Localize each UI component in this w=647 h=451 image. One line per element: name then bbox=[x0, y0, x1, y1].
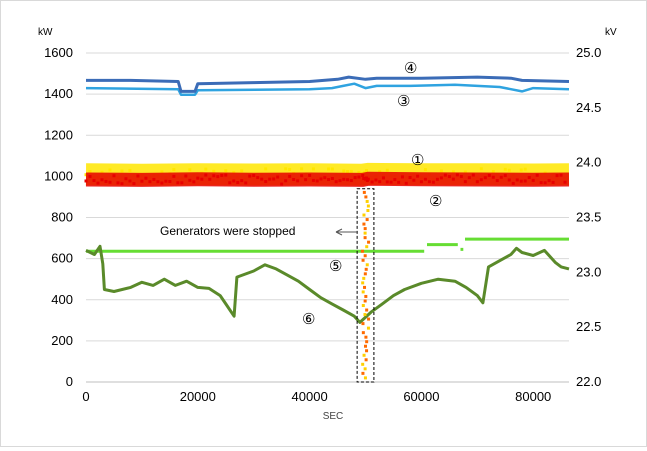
left-axis-ticks: 0 200 400 600 800 1000 1200 1400 1600 bbox=[44, 45, 73, 389]
stop-window-marker bbox=[366, 326, 370, 330]
y-right-tick-label: 22.5 bbox=[576, 319, 601, 334]
x-tick-label: 40000 bbox=[292, 389, 328, 404]
stop-window-marker bbox=[361, 290, 365, 294]
x-axis-label: SEC bbox=[323, 411, 344, 422]
y-left-tick-label: 0 bbox=[66, 374, 73, 389]
y-left-tick-label: 400 bbox=[51, 292, 73, 307]
stop-window-marker bbox=[365, 308, 369, 312]
stop-window-marker bbox=[366, 209, 370, 213]
stop-window-marker bbox=[363, 376, 367, 380]
stop-window-marker bbox=[361, 304, 365, 308]
stop-window-marker bbox=[365, 245, 369, 249]
stop-window-marker bbox=[363, 272, 367, 276]
stop-window-marker bbox=[364, 344, 368, 348]
y-left-tick-label: 600 bbox=[51, 251, 73, 266]
y-left-tick-label: 800 bbox=[51, 210, 73, 225]
annotation-arrowhead bbox=[335, 228, 343, 236]
stop-window-marker bbox=[362, 222, 366, 226]
x-axis-ticks: 0 20000 40000 60000 80000 bbox=[82, 389, 551, 404]
stop-window-marker bbox=[363, 367, 367, 371]
right-axis-ticks: 22.0 22.5 23.0 23.5 24.0 24.5 25.0 bbox=[576, 45, 601, 389]
stop-window-marker bbox=[363, 254, 367, 258]
y-left-tick-label: 1600 bbox=[44, 45, 73, 60]
y-left-tick-label: 200 bbox=[51, 333, 73, 348]
y-right-tick-label: 23.5 bbox=[576, 210, 601, 225]
stop-window-marker bbox=[367, 317, 371, 321]
stop-window-marker bbox=[365, 340, 369, 344]
x-tick-label: 80000 bbox=[515, 389, 551, 404]
series-2-line bbox=[85, 82, 570, 96]
stop-window-marker bbox=[362, 213, 366, 217]
series-1-group bbox=[86, 75, 570, 93]
y-right-tick-label: 23.0 bbox=[576, 264, 601, 279]
series-4-group bbox=[84, 171, 570, 187]
series-label-5: ⑤ bbox=[329, 258, 342, 275]
stop-window-marker bbox=[367, 240, 371, 244]
stop-window-marker bbox=[361, 258, 365, 262]
stop-window-marker bbox=[363, 236, 367, 240]
x-tick-label: 0 bbox=[82, 389, 89, 404]
stop-window-marker bbox=[364, 195, 368, 199]
stop-window-marker bbox=[361, 362, 365, 366]
stop-window-marker bbox=[365, 349, 369, 353]
stop-window-marker bbox=[363, 227, 367, 231]
stop-window-marker bbox=[365, 263, 369, 267]
series-label-4: ④ bbox=[404, 60, 417, 77]
gridlines bbox=[86, 52, 569, 342]
series-6-group bbox=[85, 244, 570, 324]
stop-window-marker bbox=[364, 335, 368, 339]
stop-window-marker bbox=[364, 358, 368, 362]
y-right-tick-label: 25.0 bbox=[576, 45, 601, 60]
stop-window-marker bbox=[364, 267, 368, 271]
stop-window-marker bbox=[363, 313, 367, 317]
stop-window-marker bbox=[362, 190, 366, 194]
left-axis-unit: kW bbox=[38, 27, 53, 38]
series-label-2: ② bbox=[429, 193, 442, 210]
y-left-tick-label: 1400 bbox=[44, 86, 73, 101]
stop-window-marker bbox=[361, 331, 365, 335]
stop-window-marker bbox=[361, 322, 365, 326]
stop-window-marker bbox=[365, 218, 369, 222]
stop-window-marker bbox=[362, 276, 366, 280]
x-tick-label: 20000 bbox=[180, 389, 216, 404]
series-5-group bbox=[86, 237, 569, 253]
annotation-text: Generators were stopped bbox=[160, 224, 295, 238]
series-5-line bbox=[86, 237, 569, 253]
series-label-3: ③ bbox=[397, 93, 410, 110]
series-label-6: ⑥ bbox=[302, 311, 315, 328]
right-axis-unit: kV bbox=[605, 27, 617, 38]
stop-window-marker bbox=[366, 204, 370, 208]
stop-window-points bbox=[360, 190, 371, 380]
stop-window-marker bbox=[363, 285, 367, 289]
x-tick-label: 60000 bbox=[403, 389, 439, 404]
series-6-line bbox=[85, 244, 570, 324]
stop-window-marker bbox=[361, 371, 365, 375]
series-4-line bbox=[85, 171, 570, 187]
stop-window-marker bbox=[363, 231, 367, 235]
stop-window-marker bbox=[363, 299, 367, 303]
y-left-tick-label: 1200 bbox=[44, 127, 73, 142]
y-right-tick-label: 24.5 bbox=[576, 100, 601, 115]
y-right-tick-label: 22.0 bbox=[576, 374, 601, 389]
series-layer bbox=[84, 75, 570, 380]
stop-window-marker bbox=[360, 249, 364, 253]
stop-window-marker bbox=[361, 281, 365, 285]
stop-window-marker bbox=[362, 353, 366, 357]
series-label-1: ① bbox=[411, 152, 424, 169]
y-right-tick-label: 24.0 bbox=[576, 155, 601, 170]
series-2-group bbox=[85, 82, 570, 96]
y-left-tick-label: 1000 bbox=[44, 168, 73, 183]
stop-window-marker bbox=[364, 294, 368, 298]
series-1-line bbox=[86, 75, 570, 93]
stop-window-marker bbox=[365, 199, 369, 203]
